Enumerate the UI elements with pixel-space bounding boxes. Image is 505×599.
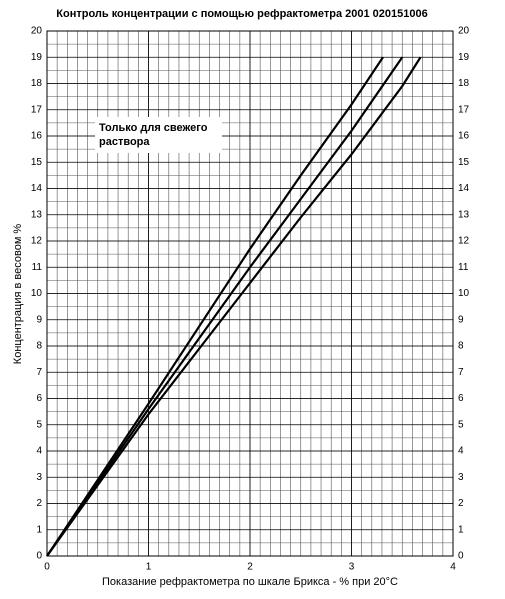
line: [46, 56, 404, 557]
y-tick-label: 5: [36, 419, 42, 430]
y-tick-label: 4: [36, 446, 42, 457]
y-tick-label-right: 18: [458, 78, 470, 89]
y-tick-label-right: 15: [458, 157, 470, 168]
y-tick-label-right: 1: [458, 524, 464, 535]
y-tick-label: 15: [31, 157, 43, 168]
y-tick-label: 10: [31, 288, 43, 299]
y-tick-label-right: 3: [458, 472, 464, 483]
y-tick-label-right: 2: [458, 498, 464, 509]
y-tick-label-right: 20: [458, 26, 470, 37]
y-tick-label: 1: [36, 524, 42, 535]
y-tick-label: 14: [31, 183, 43, 194]
y-tick-label: 0: [36, 551, 42, 562]
line: [46, 56, 384, 557]
annotation-box: [95, 117, 222, 153]
y-tick-label: 3: [36, 472, 42, 483]
y-tick-label-right: 5: [458, 419, 464, 430]
line: [46, 56, 422, 557]
y-tick-label-right: 7: [458, 367, 464, 378]
y-tick-label-right: 19: [458, 52, 470, 63]
y-tick-label-right: 9: [458, 314, 464, 325]
x-tick-label: 2: [247, 562, 253, 573]
y-tick-label-right: 11: [458, 262, 469, 273]
annotation: Только для свежего: [99, 122, 208, 134]
y-tick-label: 13: [31, 209, 43, 220]
y-tick-label: 11: [32, 262, 43, 273]
y-tick-label: 12: [31, 236, 43, 247]
y-tick-label: 9: [36, 314, 42, 325]
plot-frame: [46, 30, 454, 557]
annotation: раствора: [99, 136, 150, 148]
x-tick-label: 3: [349, 562, 355, 573]
y-tick-label-right: 14: [458, 183, 470, 194]
y-tick-label: 19: [31, 52, 43, 63]
y-axis-label: Концентрация в весовом %: [12, 224, 24, 365]
y-tick-label-right: 12: [458, 236, 470, 247]
y-tick-label: 17: [31, 104, 43, 115]
y-tick-label-right: 16: [458, 131, 470, 142]
y-tick-label-right: 17: [458, 104, 470, 115]
y-tick-label-right: 10: [458, 288, 470, 299]
y-tick-label: 8: [36, 341, 42, 352]
y-tick-label: 6: [36, 393, 42, 404]
y-tick-label-right: 0: [458, 551, 464, 562]
y-tick-label: 20: [31, 26, 43, 37]
x-tick-label: 1: [146, 562, 152, 573]
y-tick-label: 16: [31, 131, 43, 142]
y-tick-label: 2: [36, 498, 42, 509]
x-axis-label: Показание рефрактометра по шкале Брикса …: [102, 576, 398, 588]
y-tick-label-right: 4: [458, 446, 464, 457]
x-tick-label: 4: [450, 562, 456, 573]
y-tick-label-right: 13: [458, 209, 470, 220]
y-tick-label-right: 6: [458, 393, 464, 404]
x-tick-label: 0: [44, 562, 50, 573]
y-tick-label: 18: [31, 78, 43, 89]
y-tick-label: 7: [36, 367, 42, 378]
y-tick-label-right: 8: [458, 341, 464, 352]
chart-title: Контроль концентрации с помощью рефракто…: [56, 8, 427, 20]
